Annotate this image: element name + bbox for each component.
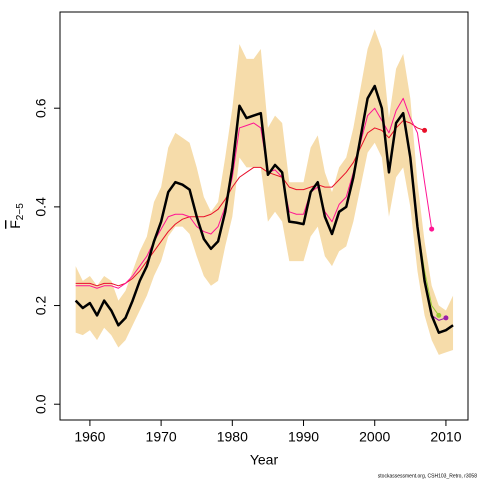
y-axis-label-subscript: 2−5 [15,203,26,220]
series-line [75,97,433,289]
end-point [436,312,442,318]
y-tick-label: 0.2 [33,296,49,316]
y-axis-label: F2−5 [7,203,26,229]
y-axis-label-main: F [7,220,23,229]
y-tick-label: 0.4 [33,197,49,217]
end-point [443,315,449,321]
x-tick-label: 1970 [146,429,177,445]
x-tick-label: 2010 [430,429,461,445]
footnote: stockassessment.org, CSH103_Retro, r3058 [378,473,477,479]
x-tick-label: 1980 [217,429,248,445]
x-tick-label: 1960 [74,429,105,445]
x-tick-label: 1990 [288,429,319,445]
series-line [74,84,454,334]
y-tick-label: 0.0 [33,394,49,414]
y-tick-label: 0.6 [33,98,49,118]
series-line [75,120,425,287]
x-axis-label: Year [250,452,279,468]
confidence-band [75,29,454,355]
x-tick-label: 2000 [359,429,390,445]
plot-frame [59,11,469,421]
end-point [429,226,435,232]
end-point [422,127,428,133]
